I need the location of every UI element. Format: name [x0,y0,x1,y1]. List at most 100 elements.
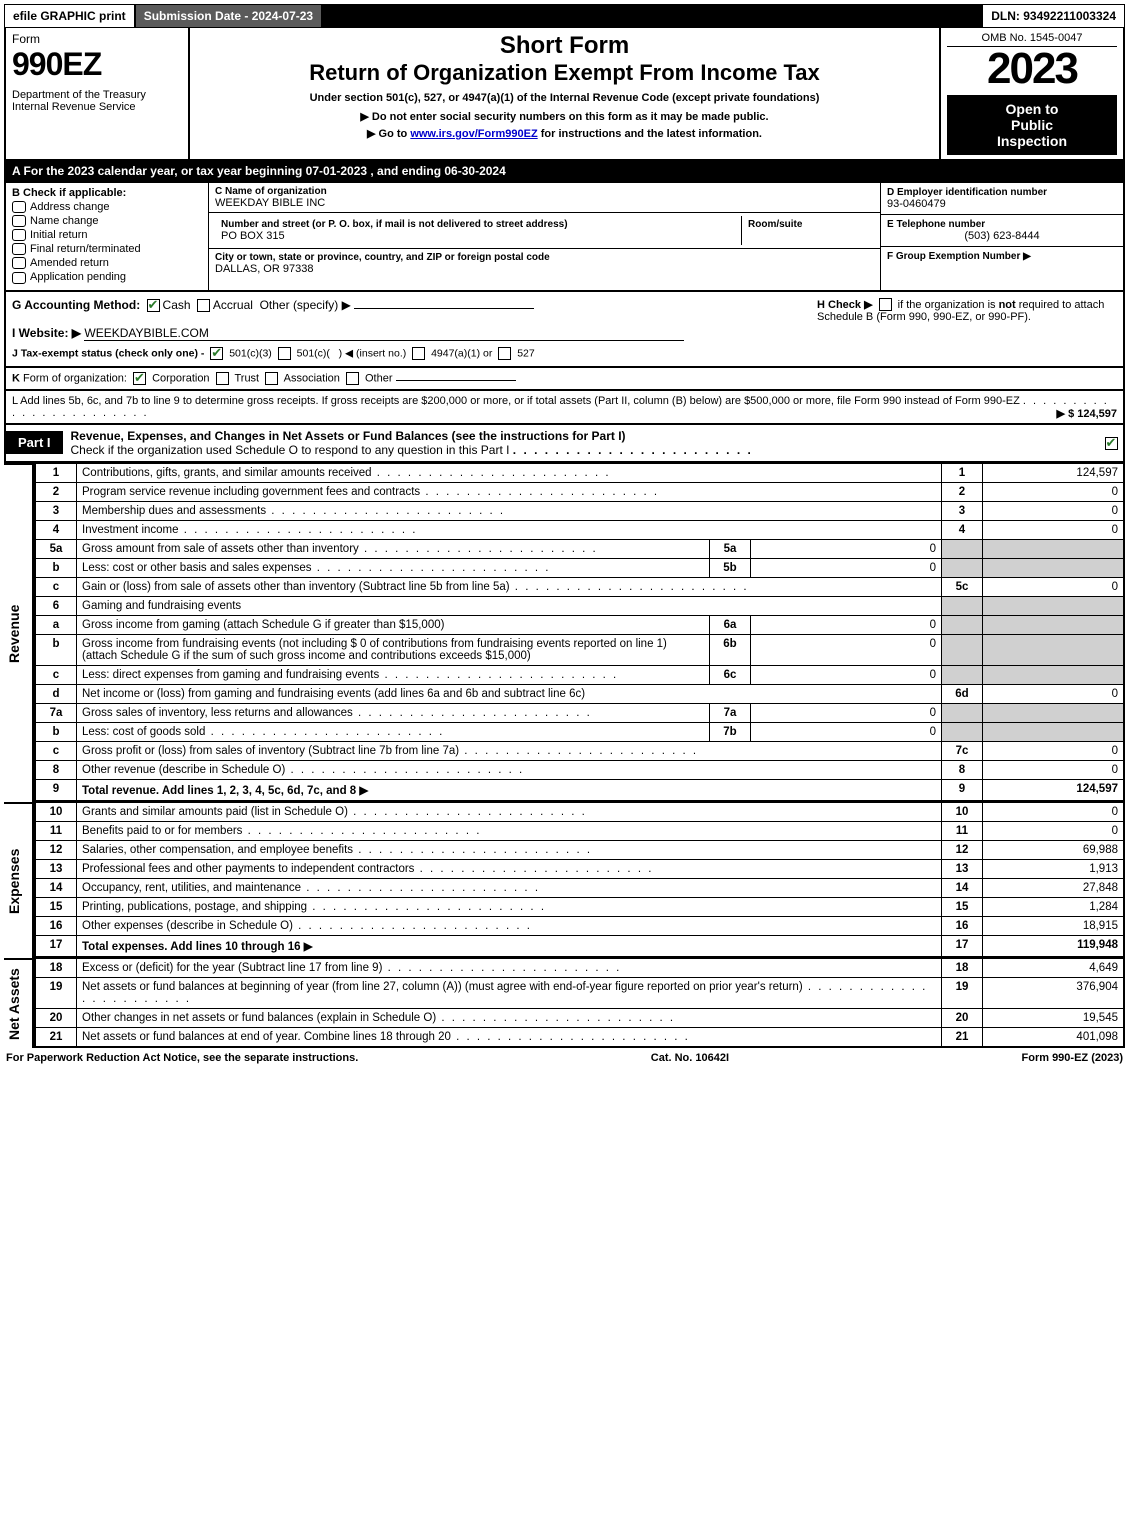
col-b-title: B Check if applicable: [12,187,202,199]
table-row: 6Gaming and fundraising events [35,596,1124,615]
form-number: 990EZ [12,46,182,83]
col-d: D Employer identification number 93-0460… [881,183,1123,290]
chk-label: Amended return [30,257,109,269]
footer-left: For Paperwork Reduction Act Notice, see … [6,1052,358,1064]
submission-date: Submission Date - 2024-07-23 [136,5,323,27]
col-c: C Name of organization WEEKDAY BIBLE INC… [209,183,881,290]
expenses-section: Expenses 10Grants and similar amounts pa… [4,802,1125,958]
goto-link[interactable]: ▶ Go to www.irs.gov/Form990EZ for instru… [198,127,931,140]
expenses-table: 10Grants and similar amounts paid (list … [34,802,1125,958]
j-label: J Tax-exempt status (check only one) - [12,347,204,359]
chk-label: Application pending [30,271,126,283]
other-label: Other (specify) ▶ [260,298,351,312]
header-middle: Short Form Return of Organization Exempt… [190,28,941,159]
city-label: City or town, state or province, country… [215,252,874,263]
part-i-header: Part I Revenue, Expenses, and Changes in… [4,425,1125,463]
table-row: dNet income or (loss) from gaming and fu… [35,684,1124,703]
accrual-label: Accrual [213,298,253,312]
table-row: bLess: cost or other basis and sales exp… [35,558,1124,577]
efile-print[interactable]: efile GRAPHIC print [5,5,136,27]
chk-other-org[interactable] [346,372,359,385]
footer-right: Form 990-EZ (2023) [1022,1052,1124,1064]
line-amt: 124,597 [983,463,1125,482]
table-row: 14Occupancy, rent, utilities, and mainte… [35,878,1124,897]
chk-cash[interactable] [147,299,160,312]
chk-final-return[interactable]: Final return/terminated [12,243,202,255]
l-amount: ▶ $ 124,597 [1057,407,1117,420]
top-bar: efile GRAPHIC print Submission Date - 20… [4,4,1125,28]
tax-year: 2023 [947,47,1117,91]
table-row: 18Excess or (deficit) for the year (Subt… [35,958,1124,977]
table-row: cGain or (loss) from sale of assets othe… [35,577,1124,596]
table-row: 19Net assets or fund balances at beginni… [35,977,1124,1008]
table-row: 4Investment income40 [35,520,1124,539]
chk-name-change[interactable]: Name change [12,215,202,227]
department: Department of the Treasury Internal Reve… [12,89,182,113]
city-block: City or town, state or province, country… [209,249,880,278]
chk-501c3[interactable] [210,347,223,360]
open-line-1: Open to [951,101,1113,117]
table-row: 5aGross amount from sale of assets other… [35,539,1124,558]
revenue-section: Revenue 1Contributions, gifts, grants, a… [4,463,1125,802]
tax-exempt-row: J Tax-exempt status (check only one) - 5… [12,347,817,360]
chk-527[interactable] [498,347,511,360]
street-block: Number and street (or P. O. box, if mail… [209,213,880,249]
chk-trust[interactable] [216,372,229,385]
dln: DLN: 93492211003324 [983,5,1124,27]
chk-501c[interactable] [278,347,291,360]
tel-label: E Telephone number [887,219,1117,230]
chk-amended-return[interactable]: Amended return [12,257,202,269]
row-l: L Add lines 5b, 6c, and 7b to line 9 to … [4,391,1125,425]
part-i-tab: Part I [6,431,63,454]
chk-initial-return[interactable]: Initial return [12,229,202,241]
no-ssn-note: ▶ Do not enter social security numbers o… [198,110,931,123]
chk-accrual[interactable] [197,299,210,312]
col-b: B Check if applicable: Address change Na… [6,183,209,290]
table-row: 15Printing, publications, postage, and s… [35,897,1124,916]
street-label: Number and street (or P. O. box, if mail… [221,219,735,230]
form-word: Form [12,32,182,46]
side-label-net-assets: Net Assets [4,958,34,1048]
part-i-checkbox[interactable] [1099,436,1123,450]
chk-association[interactable] [265,372,278,385]
table-row: 17Total expenses. Add lines 10 through 1… [35,935,1124,957]
table-row: 20Other changes in net assets or fund ba… [35,1008,1124,1027]
accounting-method: G Accounting Method: Cash Accrual Other … [12,298,817,312]
table-row: 21Net assets or fund balances at end of … [35,1027,1124,1047]
footer-mid: Cat. No. 10642I [651,1052,729,1064]
chk-4947[interactable] [412,347,425,360]
irs-link[interactable]: www.irs.gov/Form990EZ [410,128,537,140]
website-row: I Website: ▶ WEEKDAYBIBLE.COM [12,326,817,341]
part-i-title: Revenue, Expenses, and Changes in Net As… [63,425,1099,461]
h-block: H Check ▶ if the organization is not req… [817,298,1117,360]
table-row: 9Total revenue. Add lines 1, 2, 3, 4, 5c… [35,779,1124,801]
cash-label: Cash [163,298,191,312]
tel-value: (503) 623-8444 [887,230,1117,242]
chk-label: Name change [30,215,99,227]
g-label: G Accounting Method: [12,298,140,312]
dots [513,443,753,457]
open-line-3: Inspection [951,133,1113,149]
chk-address-change[interactable]: Address change [12,201,202,213]
section-a-bar: A For the 2023 calendar year, or tax yea… [4,161,1125,183]
row-g-h: G Accounting Method: Cash Accrual Other … [4,292,1125,368]
row-k: K Form of organization: Corporation Trus… [4,368,1125,391]
other-input[interactable] [354,308,534,309]
table-row: bLess: cost of goods sold7b0 [35,722,1124,741]
table-row: cLess: direct expenses from gaming and f… [35,665,1124,684]
org-name-value: WEEKDAY BIBLE INC [215,197,874,209]
table-row: aGross income from gaming (attach Schedu… [35,615,1124,634]
other-org-input[interactable] [396,380,516,381]
chk-application-pending[interactable]: Application pending [12,271,202,283]
info-block: B Check if applicable: Address change Na… [4,183,1125,292]
net-assets-section: Net Assets 18Excess or (deficit) for the… [4,958,1125,1048]
chk-label: Address change [30,201,110,213]
chk-schedule-b[interactable] [879,298,892,311]
table-row: bGross income from fundraising events (n… [35,634,1124,665]
table-row: 10Grants and similar amounts paid (list … [35,802,1124,821]
chk-corporation[interactable] [133,372,146,385]
chk-label: Final return/terminated [30,243,141,255]
street-value: PO BOX 315 [221,230,735,242]
revenue-table: 1Contributions, gifts, grants, and simil… [34,463,1125,802]
open-to-public: Open to Public Inspection [947,95,1117,155]
